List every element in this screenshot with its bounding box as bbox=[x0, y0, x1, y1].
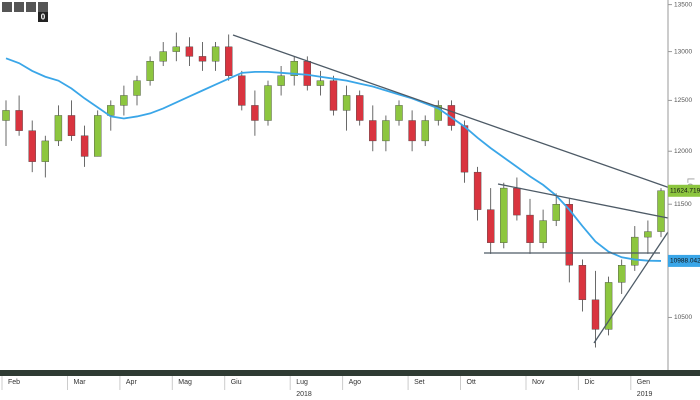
candle-body bbox=[159, 51, 167, 62]
candle-body bbox=[513, 187, 521, 216]
candle-body bbox=[93, 115, 102, 157]
candle-body bbox=[251, 105, 259, 121]
candle-body bbox=[395, 105, 403, 121]
candle-body bbox=[539, 220, 547, 243]
candle-body bbox=[277, 75, 285, 86]
x-tick-label: Giu bbox=[231, 379, 242, 386]
tool-icon[interactable] bbox=[14, 2, 24, 12]
candle-body bbox=[421, 120, 429, 142]
candle-body bbox=[434, 105, 442, 121]
plot-area bbox=[2, 32, 665, 348]
candle-body bbox=[487, 209, 495, 243]
candle-body bbox=[342, 95, 351, 111]
candle-body bbox=[290, 60, 298, 76]
moving-average-line bbox=[5, 57, 662, 262]
candle-body bbox=[604, 282, 613, 330]
candle-body bbox=[526, 214, 534, 243]
y-tick-label: 13500 bbox=[674, 1, 692, 8]
candle-body bbox=[356, 95, 364, 121]
candle-body bbox=[578, 265, 587, 301]
candle-body bbox=[54, 115, 63, 142]
x-tick-label: Lug bbox=[296, 379, 308, 386]
last-price-label: 11624.7197 bbox=[670, 188, 700, 195]
x-tick-label: Apr bbox=[126, 379, 138, 386]
x-tick-label: Set bbox=[414, 379, 425, 386]
candle-body bbox=[146, 60, 154, 81]
candle-body bbox=[303, 60, 311, 86]
candle-body bbox=[211, 46, 220, 62]
candle-body bbox=[460, 125, 469, 173]
candle-body bbox=[408, 120, 416, 142]
candle-body bbox=[120, 95, 128, 106]
x-tick-label: Mar bbox=[74, 379, 87, 386]
x-tick-label: Ott bbox=[467, 379, 476, 386]
toolbar-badge: 0 bbox=[41, 13, 46, 22]
candle-body bbox=[172, 46, 181, 52]
x-tick-label: Mag bbox=[178, 379, 192, 386]
ma-price-tag bbox=[668, 254, 700, 267]
tool-icon[interactable] bbox=[26, 2, 36, 12]
candle-body bbox=[80, 135, 89, 157]
candle-body bbox=[133, 80, 141, 96]
toolbar-badge-box[interactable] bbox=[38, 12, 48, 22]
y-tick-label: 11500 bbox=[674, 201, 692, 208]
candle-body bbox=[41, 140, 49, 162]
y-tick-label: 10500 bbox=[674, 314, 692, 321]
candle-body bbox=[618, 265, 626, 283]
candle-body bbox=[644, 231, 652, 238]
x-year-label: 2019 bbox=[637, 391, 653, 398]
x-tick-label: Feb bbox=[8, 379, 20, 386]
candle-body bbox=[329, 80, 338, 111]
candle-body bbox=[552, 204, 560, 221]
trend-line bbox=[497, 183, 669, 219]
y-tick-label: 12000 bbox=[674, 148, 692, 155]
candle-body bbox=[224, 46, 233, 76]
x-tick-label: Nov bbox=[532, 379, 545, 386]
x-axis-bar bbox=[0, 370, 700, 376]
y-tick-label: 12500 bbox=[674, 97, 692, 104]
x-tick-label: Dic bbox=[584, 379, 595, 386]
trend-line bbox=[593, 231, 669, 344]
candle-body bbox=[28, 130, 36, 162]
candle-body bbox=[198, 56, 207, 62]
trend-line bbox=[232, 34, 671, 189]
ma-price-label: 10988.0420 bbox=[670, 258, 700, 265]
candle-body bbox=[473, 171, 482, 210]
candle-body bbox=[238, 75, 246, 106]
candle-body bbox=[316, 80, 325, 86]
candle-body bbox=[382, 120, 390, 142]
candle-body bbox=[185, 46, 194, 57]
tool-icon[interactable] bbox=[2, 2, 12, 12]
candle-body bbox=[2, 110, 10, 121]
tool-icon[interactable] bbox=[38, 2, 48, 12]
candle-body bbox=[264, 85, 272, 121]
candle-body bbox=[15, 110, 23, 131]
last-price-tag bbox=[668, 184, 700, 197]
x-tick-label: Gen bbox=[637, 379, 650, 386]
x-tick-label: Ago bbox=[349, 379, 362, 386]
candle-body bbox=[631, 236, 639, 266]
candle-body bbox=[591, 299, 600, 330]
y-tick-label: 13000 bbox=[674, 48, 692, 55]
x-year-label: 2018 bbox=[296, 391, 312, 398]
candle-body bbox=[500, 187, 508, 243]
candle-body bbox=[369, 120, 377, 142]
candle-body bbox=[565, 204, 573, 266]
toolbar: 0 bbox=[2, 2, 48, 22]
candle-body bbox=[657, 190, 665, 232]
candle-body bbox=[67, 115, 76, 136]
